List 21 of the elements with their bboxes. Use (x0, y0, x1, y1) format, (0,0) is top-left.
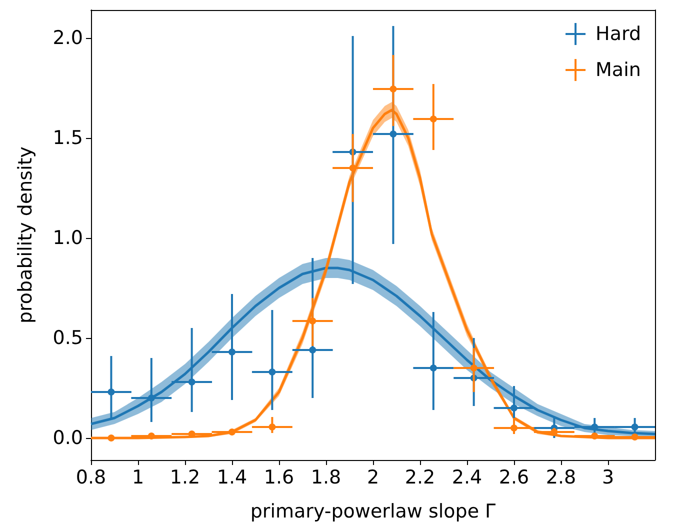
y-tick-label: 1.0 (52, 227, 83, 249)
y-tick-label: 0.0 (52, 427, 83, 449)
x-tick-label: 1.6 (264, 466, 294, 488)
x-tick-label: 1 (132, 466, 144, 488)
x-tick-label: 0.8 (76, 466, 106, 488)
y-axis-title: probability density (14, 146, 36, 324)
legend-label: Hard (596, 23, 641, 45)
x-tick-label: 1.8 (310, 466, 342, 488)
x-tick-label: 3 (602, 466, 614, 488)
x-axis-title: primary-powerlaw slope Γ (250, 500, 496, 522)
x-tick-label: 2.4 (452, 466, 482, 488)
x-tick-label: 2.8 (546, 466, 576, 488)
y-tick-label: 1.5 (52, 127, 83, 149)
legend-label: Main (596, 59, 641, 81)
x-tick-label: 2.2 (404, 466, 436, 488)
x-tick-label: 1.2 (170, 466, 200, 488)
y-tick-label: 0.5 (52, 327, 83, 349)
x-tick-label: 2 (366, 466, 380, 488)
x-tick-label: 2.6 (498, 466, 530, 488)
y-tick-label: 2.0 (52, 27, 83, 49)
x-tick-label: 1.4 (216, 466, 248, 488)
